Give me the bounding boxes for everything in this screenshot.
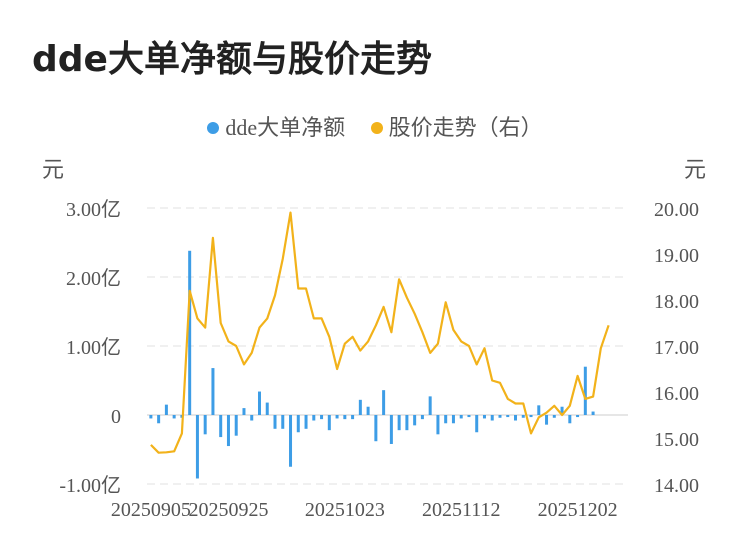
price-line-group [150,211,610,454]
x-tick-label: 20250925 [188,499,268,521]
left-tick-label: -1.00亿 [59,474,121,497]
dde-bar [514,415,518,421]
dde-bar [289,415,293,467]
grid-lines [147,207,628,485]
page-title: dde大单净额与股价走势 [32,39,432,80]
x-tick-label: 20251202 [538,499,618,521]
dde-bar [529,415,533,418]
right-tick-label: 14.00 [654,475,699,497]
dde-bar [234,415,238,436]
right-tick-label: 16.00 [654,383,699,405]
dde-bar [490,415,494,421]
dde-bar [560,406,564,415]
legend-item-dde[interactable]: dde大单净额 [207,110,345,142]
dde-bar [482,415,486,419]
left-axis-unit: 元 [42,157,64,182]
dde-bar [273,415,277,429]
dde-bar [413,415,417,426]
dde-bar [296,415,300,433]
dde-bar [576,415,580,418]
legend-dot-dde [207,121,220,134]
dde-bar [351,415,355,420]
dde-bar [382,390,386,415]
dde-bar [537,405,541,415]
dde-bar [552,415,556,418]
dde-bar [498,415,502,418]
left-tick-label: 3.00亿 [66,198,121,221]
dde-bar [459,415,463,419]
dde-bar [545,415,549,425]
legend-item-price[interactable]: 股价走势（右） [370,110,543,142]
dde-bar [164,404,168,415]
dde-bar [226,415,230,447]
dde-bar [149,415,153,419]
dde-bar [242,408,246,415]
right-tick-label: 20.00 [654,199,699,221]
right-tick-label: 19.00 [654,245,699,267]
right-tick-label: 17.00 [654,337,699,359]
dde-bar [188,250,192,415]
dde-bar [475,415,479,433]
dde-bar [250,415,254,421]
dde-bar [257,391,261,415]
left-tick-label: 1.00亿 [66,336,121,359]
dde-bar [203,415,207,435]
legend-label-dde: dde大单净额 [225,115,346,140]
dde-bar [157,415,161,424]
dde-bar [506,415,510,418]
legend-dot-price [370,121,383,134]
dde-bar [420,415,424,420]
dde-bar [219,415,223,438]
dde-bar [312,415,316,421]
dde-bar [568,415,572,424]
left-tick-label: 0 [111,406,121,428]
dde-bar [591,411,595,415]
dde-bar [389,415,393,444]
left-tick-label: 2.00亿 [66,267,121,290]
dde-bar [374,415,378,442]
dde-bar [281,415,285,429]
dde-bar [436,415,440,435]
x-tick-label: 20251112 [422,499,501,521]
dde-bar [583,366,587,415]
right-axis-unit: 元 [684,157,706,182]
dde-bar [211,368,215,415]
right-tick-label: 18.00 [654,291,699,313]
dde-bar [265,402,269,415]
dde-bar [521,415,525,418]
dde-bar [304,415,308,429]
dde-bar [195,415,199,479]
price-line [150,211,610,454]
dde-bars [149,250,595,479]
dde-bar [320,415,324,420]
dde-bar [397,415,401,431]
dde-bar [343,415,347,420]
dde-bar [428,396,432,415]
chart-legend: dde大单净额 股价走势（右） [0,110,750,142]
legend-label-price: 股价走势（右） [388,115,543,140]
x-tick-label: 20250905 [111,499,191,521]
dde-bar [172,415,176,419]
dde-bar [451,415,455,424]
right-tick-label: 15.00 [654,429,699,451]
x-tick-label: 20251023 [305,499,385,521]
dde-bar [335,415,339,419]
dde-bar [327,415,331,431]
dde-bar [366,406,370,415]
axis-labels: -1.00亿 0 1.00亿 2.00亿 3.00亿 14.00 15.00 16.00 17.… [42,157,706,521]
dde-bar [467,415,471,418]
dde-bar [358,399,362,415]
dde-bar [405,415,409,431]
dde-bar [444,415,448,424]
